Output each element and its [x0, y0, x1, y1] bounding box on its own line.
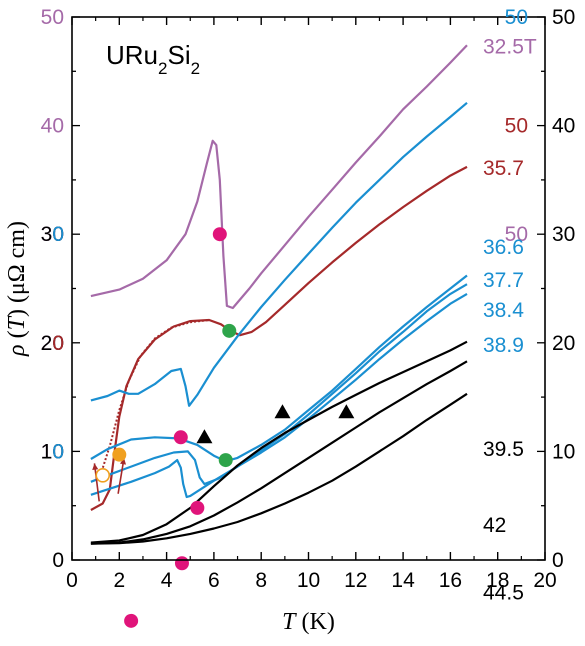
series-label: 36.6 — [483, 236, 524, 259]
series-label: 35.7 — [483, 157, 524, 180]
data-marker-circle — [222, 323, 237, 338]
series-line — [90, 165, 468, 511]
y-left-offset-tick-label: 30 — [41, 223, 64, 246]
y-left-offset-tick-label: 20 — [41, 332, 64, 355]
x-tick-label: 12 — [344, 569, 367, 592]
chart-title: URu2Si2 — [106, 40, 200, 78]
series-label: 42 — [483, 514, 506, 537]
series-label: 37.7 — [483, 269, 524, 292]
y-left-offset-tick-label: 0 — [52, 332, 64, 355]
title-subscript: 2 — [158, 59, 167, 78]
data-marker-circle — [212, 227, 227, 242]
y-axis-title-part: ρ — [4, 344, 30, 357]
y-axis-title-part: ) (μΩ cm) — [4, 221, 30, 317]
series-label: 32.5T — [483, 35, 537, 58]
series-line — [90, 44, 468, 310]
series-line — [90, 340, 468, 544]
y-right-offset-tick-label: 50 — [505, 223, 528, 246]
x-tick-label: 0 — [66, 569, 78, 592]
y-left-offset-tick-label: 0 — [52, 223, 64, 246]
data-marker-open-circle — [95, 467, 111, 483]
y-left-tick-label: 30 — [41, 223, 64, 246]
y-right-offset-tick-label: 50 — [505, 6, 528, 29]
y-axis-title-part: ( — [4, 330, 30, 344]
data-marker-triangle — [338, 404, 355, 419]
x-tick-label: 10 — [297, 569, 320, 592]
y-right-tick-label: 10 — [552, 440, 575, 463]
series-label: 39.5 — [483, 438, 524, 461]
y-left-offset-tick-label: 0 — [52, 549, 64, 572]
y-left-tick-label: 20 — [41, 332, 64, 355]
series-line — [90, 292, 468, 499]
series-line — [90, 283, 468, 486]
y-right-tick-label: 0 — [552, 549, 564, 572]
data-marker-circle — [173, 430, 188, 445]
x-axis-title: T (K) — [282, 609, 335, 635]
data-marker-circle — [112, 447, 127, 462]
y-axis-title-part: T — [4, 315, 30, 330]
data-marker-triangle — [274, 404, 291, 419]
series-line — [99, 319, 210, 476]
x-tick-label: 18 — [486, 569, 509, 592]
data-marker-triangle — [196, 429, 213, 444]
y-right-tick-label: 40 — [552, 115, 575, 138]
x-tick-label: 4 — [161, 569, 173, 592]
data-marker-circle — [174, 556, 189, 571]
data-marker-circle — [218, 453, 233, 468]
sweep-arrow-head — [119, 457, 127, 465]
y-right-tick-label: 30 — [552, 223, 575, 246]
y-right-offset-tick-label: 50 — [505, 115, 528, 138]
x-tick-label: 8 — [255, 569, 267, 592]
series-line — [90, 392, 468, 545]
y-left-tick-label: 50 — [41, 6, 64, 29]
y-right-tick-label: 50 — [552, 6, 575, 29]
series-line — [90, 274, 468, 463]
x-axis-unit: (K) — [296, 609, 335, 635]
y-right-tick-label: 20 — [552, 332, 575, 355]
y-axis-title: ρ (T) (μΩ cm) — [4, 221, 30, 357]
x-tick-label: 2 — [113, 569, 125, 592]
series-label: 38.9 — [483, 334, 524, 357]
series-label: 44.5 — [483, 582, 524, 605]
data-marker-circle — [124, 613, 139, 628]
y-left-tick-label: 10 — [41, 440, 64, 463]
x-tick-label: 20 — [533, 569, 556, 592]
sweep-arrow-shaft — [93, 463, 100, 502]
x-tick-label: 6 — [208, 569, 220, 592]
x-axis-var: T — [282, 609, 297, 635]
x-tick-label: 16 — [439, 569, 462, 592]
y-left-offset-tick-label: 10 — [41, 440, 64, 463]
series-line — [90, 101, 468, 407]
title-text: URu — [106, 40, 158, 70]
x-tick-label: 14 — [391, 569, 415, 592]
y-left-tick-label: 40 — [41, 115, 64, 138]
series-line — [90, 360, 468, 545]
title-text: Si — [167, 40, 190, 70]
sweep-arrow-head — [92, 463, 99, 470]
y-left-offset-tick-label: 0 — [52, 440, 64, 463]
title-subscript: 2 — [191, 59, 200, 78]
data-marker-circle — [190, 500, 205, 515]
series-label: 38.4 — [483, 299, 524, 322]
